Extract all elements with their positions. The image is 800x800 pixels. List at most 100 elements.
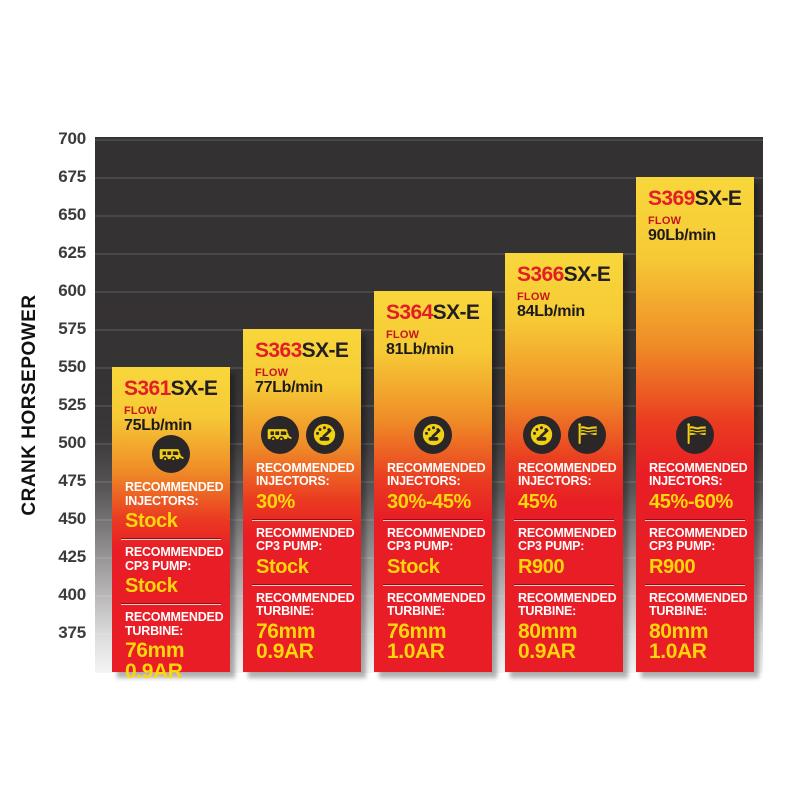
cp3-pump-label: RECOMMENDED CP3 PUMP: <box>518 525 617 554</box>
flag-icon <box>676 415 714 454</box>
cp3-pump-value: Stock <box>125 575 178 598</box>
model-name: S361SX-E <box>124 378 220 399</box>
flow-label: FLOW <box>517 291 551 303</box>
divider <box>645 583 745 586</box>
rv-icon <box>152 435 190 474</box>
y-tick: 450 <box>58 509 86 528</box>
divider <box>121 538 221 541</box>
flow-value: 90Lb/min <box>648 227 716 245</box>
y-tick: 600 <box>58 281 86 300</box>
cp3-pump-label: RECOMMENDED CP3 PUMP: <box>387 525 486 554</box>
divider <box>514 518 614 521</box>
divider <box>514 583 614 586</box>
flow-value: 84Lb/min <box>517 303 585 321</box>
y-tick: 675 <box>58 167 86 186</box>
bar-head: S361SX-E FLOW 75Lb/min <box>112 367 230 435</box>
turbine-section: RECOMMENDED TURBINE: 76mm 1.0AR <box>374 590 492 664</box>
bar-s364sxe: S364SX-E FLOW 81Lb/min RECOMMENDED INJECT… <box>374 291 492 672</box>
y-tick: 650 <box>58 205 86 224</box>
bar-head: S364SX-E FLOW 81Lb/min <box>374 291 492 359</box>
bar-s361sxe: S361SX-E FLOW 75Lb/min RECOMMENDED INJECT… <box>112 367 230 682</box>
flow-label: FLOW <box>124 405 158 417</box>
cp3-pump-label: RECOMMENDED CP3 PUMP: <box>125 545 224 573</box>
cp3-pump-label: RECOMMENDED CP3 PUMP: <box>256 525 355 554</box>
model-name: S364SX-E <box>386 302 482 323</box>
cp3-pump-label: RECOMMENDED CP3 PUMP: <box>649 525 748 554</box>
turbine-section: RECOMMENDED TURBINE: 76mm 0.9AR <box>243 590 361 664</box>
y-tick: 550 <box>58 357 86 376</box>
bar-head: S369SX-E FLOW 90Lb/min <box>636 177 754 245</box>
model-number: S366 <box>517 263 564 286</box>
bar-head: S366SX-E FLOW 84Lb/min <box>505 253 623 321</box>
cp3-pump-value: Stock <box>256 555 309 578</box>
divider <box>645 518 745 521</box>
injectors-label: RECOMMENDED INJECTORS: <box>518 460 617 489</box>
usage-icons <box>505 415 623 454</box>
turbine-label: RECOMMENDED TURBINE: <box>256 590 355 619</box>
usage-icons <box>374 415 492 454</box>
model-series: SX-E <box>694 187 742 210</box>
injectors-section: RECOMMENDED INJECTORS: 30%-45% <box>374 461 492 513</box>
divider <box>252 583 352 586</box>
turbine-value: 76mm 0.9AR <box>125 639 185 684</box>
model-number: S363 <box>255 339 302 362</box>
flow-value: 75Lb/min <box>124 417 192 435</box>
bar-s366sxe: S366SX-E FLOW 84Lb/min RECOMMENDED INJECT… <box>505 253 623 672</box>
flow-label: FLOW <box>648 215 682 227</box>
turbine-value: 76mm 0.9AR <box>256 619 316 664</box>
injectors-section: RECOMMENDED INJECTORS: 45% <box>505 460 623 513</box>
flow-label: FLOW <box>386 329 420 341</box>
bar-foot: RECOMMENDED INJECTORS: Stock RECOMMENDED C… <box>112 435 230 691</box>
injectors-section: RECOMMENDED INJECTORS: 30% <box>243 460 361 513</box>
cp3-pump-section: RECOMMENDED CP3 PUMP: Stock <box>374 525 492 578</box>
bar-foot: RECOMMENDED INJECTORS: 45%-60% RECOMMENDE… <box>636 415 754 672</box>
gauge-icon <box>305 415 344 454</box>
flow-value: 77Lb/min <box>255 379 323 397</box>
injectors-label: RECOMMENDED INJECTORS: <box>649 460 748 489</box>
y-tick: 625 <box>58 243 86 262</box>
injectors-label: RECOMMENDED INJECTORS: <box>256 460 355 489</box>
model-series: SX-E <box>170 377 218 400</box>
flag-icon <box>567 415 606 454</box>
bar-s363sxe: S363SX-E FLOW 77Lb/min RECOMMENDED INJECT… <box>243 329 361 672</box>
cp3-pump-section: RECOMMENDED CP3 PUMP: Stock <box>243 525 361 578</box>
divider <box>383 583 483 586</box>
injectors-value: 30%-45% <box>387 490 471 513</box>
turbine-label: RECOMMENDED TURBINE: <box>125 610 224 638</box>
turbine-section: RECOMMENDED TURBINE: 80mm 1.0AR <box>636 590 754 664</box>
injectors-value: Stock <box>125 510 178 533</box>
bar-foot: RECOMMENDED INJECTORS: 30%-45% RECOMMENDE… <box>374 415 492 672</box>
turbine-value: 80mm 0.9AR <box>518 619 578 664</box>
cp3-pump-section: RECOMMENDED CP3 PUMP: R900 <box>636 525 754 578</box>
divider <box>252 518 352 521</box>
turbine-label: RECOMMENDED TURBINE: <box>387 590 486 619</box>
cp3-pump-value: Stock <box>387 555 440 578</box>
injectors-label: RECOMMENDED INJECTORS: <box>125 480 224 508</box>
model-name: S366SX-E <box>517 264 613 285</box>
model-series: SX-E <box>563 263 611 286</box>
turbine-value: 80mm 1.0AR <box>649 619 709 664</box>
y-axis-ticks: 700 675 650 625 600 575 550 525 500 475 … <box>0 129 86 673</box>
injectors-section: RECOMMENDED INJECTORS: 45%-60% <box>636 460 754 513</box>
model-number: S369 <box>648 187 695 210</box>
turbine-section: RECOMMENDED TURBINE: 80mm 0.9AR <box>505 591 623 664</box>
bar-foot: RECOMMENDED INJECTORS: 30% RECOMMENDED CP3… <box>243 415 361 672</box>
model-name: S369SX-E <box>648 188 744 209</box>
injectors-value: 45%-60% <box>649 490 733 513</box>
y-tick: 500 <box>58 433 86 452</box>
turbine-value: 76mm 1.0AR <box>387 619 447 664</box>
y-tick: 400 <box>58 585 86 604</box>
cp3-pump-value: R900 <box>649 555 696 578</box>
turbine-section: RECOMMENDED TURBINE: 76mm 0.9AR <box>112 611 230 682</box>
divider <box>121 603 221 606</box>
model-series: SX-E <box>301 339 349 362</box>
y-tick: 425 <box>58 547 86 566</box>
plot-area: S361SX-E FLOW 75Lb/min RECOMMENDED INJECT… <box>95 137 763 682</box>
usage-icons <box>636 415 754 454</box>
turbine-label: RECOMMENDED TURBINE: <box>649 590 748 619</box>
bar-head: S363SX-E FLOW 77Lb/min <box>243 329 361 397</box>
injectors-value: 30% <box>256 490 295 513</box>
flow-value: 81Lb/min <box>386 341 454 359</box>
divider <box>383 518 483 521</box>
